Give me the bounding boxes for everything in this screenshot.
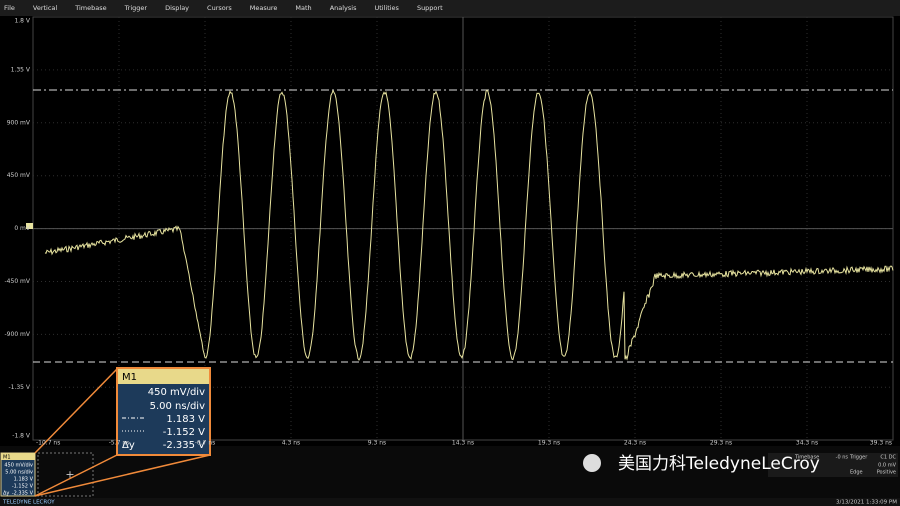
y-label: -1.35 V (8, 384, 30, 391)
menu-item[interactable]: File (4, 4, 15, 12)
y-label: 0 mV (14, 225, 31, 232)
y-label: -1.8 V (12, 433, 31, 440)
x-label: -5.7 ns (109, 440, 130, 447)
m1-mini-head (1, 453, 35, 460)
menu-item[interactable]: Timebase (74, 4, 106, 12)
trigger-box[interactable] (768, 453, 898, 477)
zoom-line (34, 368, 118, 454)
zoom-line (34, 454, 211, 497)
tb-label: Timebase (794, 455, 819, 461)
x-label: -10.7 ns (36, 440, 60, 447)
trig-mode: Edge (850, 470, 863, 476)
waveform (44, 89, 894, 361)
tb-delay: -0 ns (836, 455, 849, 461)
m1-delta-label: Δy (122, 440, 135, 451)
x-label: 29.3 ns (710, 440, 732, 447)
mini-name: M1 (3, 455, 11, 461)
datetime: 3/13/2021 1:33:09 PM (836, 500, 897, 506)
y-label: 900 mV (7, 119, 31, 126)
menu-item[interactable]: Measure (250, 4, 278, 12)
menu-bar (0, 0, 900, 16)
x-label: 4.3 ns (282, 440, 300, 447)
add-slot[interactable] (37, 452, 94, 497)
menu-item[interactable]: Analysis (330, 4, 357, 12)
m1-delta: -2.335 V (163, 440, 205, 451)
menu-item[interactable]: Utilities (374, 4, 399, 12)
mini-scale: 450 mV/div (4, 463, 33, 469)
menu-item[interactable]: Support (417, 4, 443, 12)
y-label: 1.8 V (14, 18, 30, 25)
wechat-icon (583, 454, 601, 472)
m1-timebase: 5.00 ns/div (150, 401, 205, 412)
x-label: -0.7 ns (195, 440, 216, 447)
x-label: 39.3 ns (870, 440, 892, 447)
trig-slope: Positive (877, 470, 896, 476)
y-label: -900 mV (5, 331, 31, 338)
status-bar (0, 498, 900, 506)
brand: TELEDYNE LECROY (2, 500, 55, 506)
menu-item[interactable]: Display (165, 4, 189, 12)
m1-name: M1 (122, 372, 137, 383)
mini-delta: -2.335 V (12, 491, 34, 497)
mini-timebase: 5.00 ns/div (5, 470, 33, 476)
trig-level: 0.0 mV (878, 463, 896, 469)
watermark: 美国力科TeledyneLeCroy (618, 454, 820, 474)
y-label: -450 mV (5, 278, 31, 285)
mini-delta-label: Δy (3, 491, 9, 497)
mini-c1: 1.183 V (14, 477, 34, 483)
m1-cursor1: 1.183 V (166, 414, 205, 425)
menu-item[interactable]: Math (295, 4, 311, 12)
x-label: 34.3 ns (796, 440, 818, 447)
m1-cursor2: -1.152 V (163, 427, 205, 438)
x-label: 24.3 ns (624, 440, 646, 447)
add-icon[interactable]: + (65, 468, 74, 481)
m1-popup-head (118, 369, 209, 384)
trig-coupling: C1 DC (880, 455, 896, 461)
x-label: 14.3 ns (452, 440, 474, 447)
trig-label: Trigger (849, 455, 868, 461)
x-label: 19.3 ns (538, 440, 560, 447)
y-label: 1.35 V (11, 66, 31, 73)
m1-scale: 450 mV/div (148, 387, 205, 398)
menu-item[interactable]: Trigger (124, 4, 148, 12)
menu-item[interactable]: Cursors (207, 4, 232, 12)
menu-item[interactable]: Vertical (33, 4, 58, 12)
y-label: 450 mV (7, 172, 31, 179)
ground-marker (26, 223, 33, 229)
zoom-line (34, 454, 118, 497)
x-label: 9.3 ns (368, 440, 386, 447)
mini-c2: -1.152 V (12, 484, 34, 490)
